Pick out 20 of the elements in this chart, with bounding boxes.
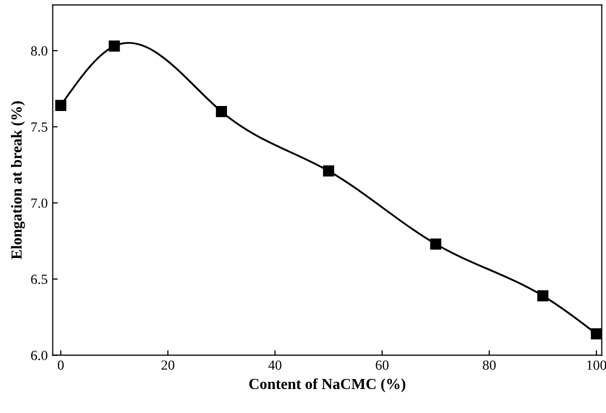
y-tick-label: 6.0: [31, 350, 48, 360]
point: [323, 165, 334, 176]
point: [537, 290, 548, 302]
y-tick-label: 7.5: [31, 122, 48, 132]
y-axis-title: Elongation at break (%): [10, 101, 25, 260]
point: [108, 40, 120, 52]
x-axis-title: Content of NaCMC (%): [249, 378, 406, 392]
x-tick-label: 0: [58, 360, 64, 370]
point: [216, 106, 228, 118]
x-tick-label: 20: [162, 360, 174, 370]
x-tick-label: 80: [482, 360, 496, 370]
x-tick-label: 40: [268, 360, 282, 370]
point: [430, 238, 442, 250]
x-tick-label: 100: [587, 360, 606, 370]
y-tick-label: 8.0: [31, 46, 48, 56]
y-tick-label: 7.0: [31, 198, 48, 208]
point: [590, 328, 602, 340]
y-tick-label: 6.5: [31, 274, 48, 284]
point: [55, 100, 66, 112]
x-tick-label: 60: [376, 360, 389, 370]
